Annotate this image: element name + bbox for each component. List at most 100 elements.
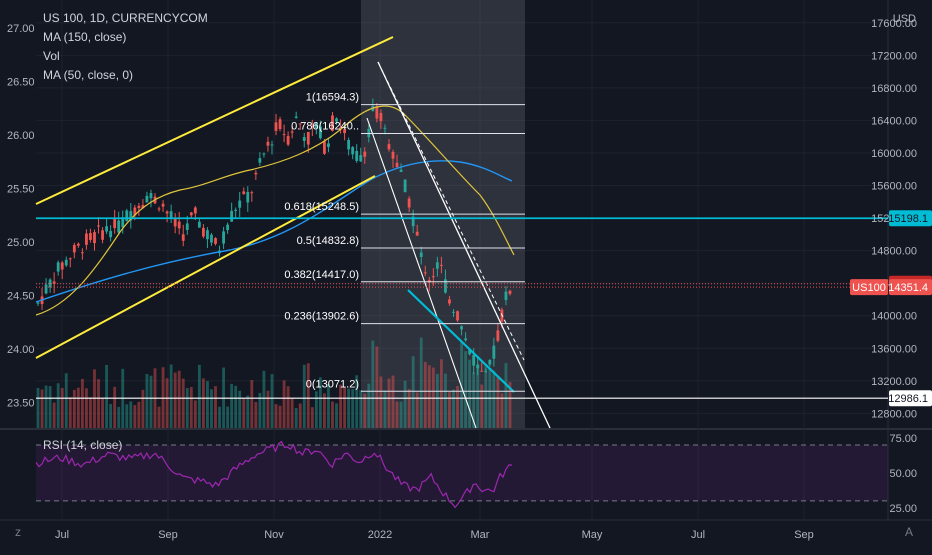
volume-bar — [230, 383, 234, 428]
candle-body — [165, 211, 169, 214]
price-tag-last-bg — [889, 279, 932, 296]
candle-body — [97, 225, 100, 227]
price-tag-last: 14351.4 — [888, 282, 928, 294]
legend-ma50[interactable]: MA (50, close, 0) — [43, 68, 133, 82]
rsi-pane[interactable] — [36, 431, 888, 519]
candle-body — [363, 151, 367, 157]
candle-body — [157, 208, 161, 210]
volume-bar — [64, 373, 68, 428]
fib-label-0.382: 0.382(14417.0) — [284, 269, 359, 281]
rsi-axis-tick-label: 50.00 — [889, 468, 917, 480]
candle-body — [419, 252, 423, 257]
volume-bar — [480, 384, 484, 428]
volume-bar — [218, 406, 221, 428]
volume-bar — [149, 375, 153, 428]
volume-bar — [359, 390, 363, 428]
volume-bar — [266, 390, 270, 428]
volume-bar — [129, 401, 133, 428]
candle-body — [85, 233, 88, 245]
candle-body — [56, 262, 60, 272]
volume-bar — [351, 389, 355, 428]
left-axis-tick-label: 26.50 — [7, 76, 35, 88]
candle-body — [80, 252, 84, 254]
volume-bar — [173, 372, 177, 428]
candle-body — [383, 127, 387, 129]
volume-bar — [72, 389, 76, 428]
time-axis-label: May — [582, 529, 603, 541]
time-axis-label: Sep — [158, 529, 178, 541]
candle-body — [399, 169, 403, 172]
candle-body — [407, 198, 411, 208]
volume-bar — [137, 401, 141, 428]
right-axis-tick-label: 12800.00 — [871, 408, 917, 420]
candle-body — [52, 281, 56, 284]
volume-bar — [294, 407, 298, 428]
candle-body — [201, 227, 205, 237]
candle-body — [181, 234, 185, 241]
trendline-1 — [377, 61, 551, 429]
time-axis[interactable]: Jul Sep Nov 2022 Mar May Jul Sep — [55, 529, 814, 541]
grid — [36, 0, 888, 519]
candle-body — [492, 345, 496, 359]
fibonacci-retracement: 1(16594.3) 0.786(16240.. 0.618(15248.5) 0.5… — [284, 92, 525, 392]
channel-upper-line — [35, 36, 394, 205]
candle-body — [355, 150, 359, 161]
candle-body — [133, 207, 137, 216]
candle-body — [197, 221, 201, 228]
volume-bar — [80, 378, 84, 428]
volume-bar — [323, 393, 326, 428]
volume-bar — [258, 392, 262, 428]
volume-bar — [504, 363, 508, 428]
legend-ma150[interactable]: MA (150, close) — [43, 30, 126, 44]
candle-body — [129, 211, 133, 221]
volume-bar — [89, 397, 92, 428]
left-axis-tick-label: 24.00 — [7, 344, 35, 356]
volume-bar — [286, 386, 290, 428]
volume-bar — [314, 391, 318, 428]
candle-body — [278, 119, 282, 129]
candle-body — [298, 123, 302, 125]
volume-bar — [492, 370, 496, 428]
candle-body — [193, 207, 197, 214]
candle-body — [387, 144, 391, 150]
volume-bar — [197, 364, 201, 428]
candle-body — [137, 205, 141, 209]
time-axis-label: Jul — [691, 529, 705, 541]
legend-rsi[interactable]: RSI (14, close) — [43, 438, 122, 452]
price-tag-15198-bg — [889, 210, 932, 227]
candle-body — [310, 125, 314, 128]
volume-bar — [157, 406, 161, 428]
volume-bar — [347, 388, 351, 428]
volume-bar — [238, 390, 242, 428]
volume-bar — [423, 361, 427, 428]
candle-body — [238, 200, 242, 208]
right-price-axis[interactable]: 12800.0013200.0013600.0014000.0014400.00… — [871, 18, 917, 421]
auto-scale-icon[interactable]: A — [905, 525, 913, 539]
legend-vol[interactable]: Vol — [43, 49, 60, 63]
candle-body — [149, 193, 153, 199]
candle-body — [339, 127, 342, 130]
price-tag-12986-bg — [889, 390, 932, 407]
candle-body — [496, 330, 500, 341]
candle-body — [76, 243, 80, 246]
volume-bar — [189, 386, 193, 428]
volume-bar — [125, 404, 129, 428]
volume-bar — [415, 392, 419, 428]
volume-bar — [383, 390, 387, 428]
volume-bar — [278, 405, 282, 428]
zoom-reset-icon[interactable]: z — [15, 525, 21, 539]
volume-bar — [117, 406, 121, 428]
volume-bar — [331, 401, 334, 428]
volume-bar — [201, 378, 205, 428]
volume-bar — [327, 384, 330, 428]
legend-symbol[interactable]: US 100, 1D, CURRENCYCOM — [43, 11, 208, 25]
candle-body — [242, 191, 246, 194]
currency-label: USD — [893, 13, 916, 25]
volume-bar — [302, 364, 306, 428]
volume-bar — [435, 373, 439, 428]
right-axis-tick-label: 13600.00 — [871, 343, 917, 355]
symbol-tag: US100 — [852, 282, 886, 294]
candle-body — [189, 212, 193, 216]
